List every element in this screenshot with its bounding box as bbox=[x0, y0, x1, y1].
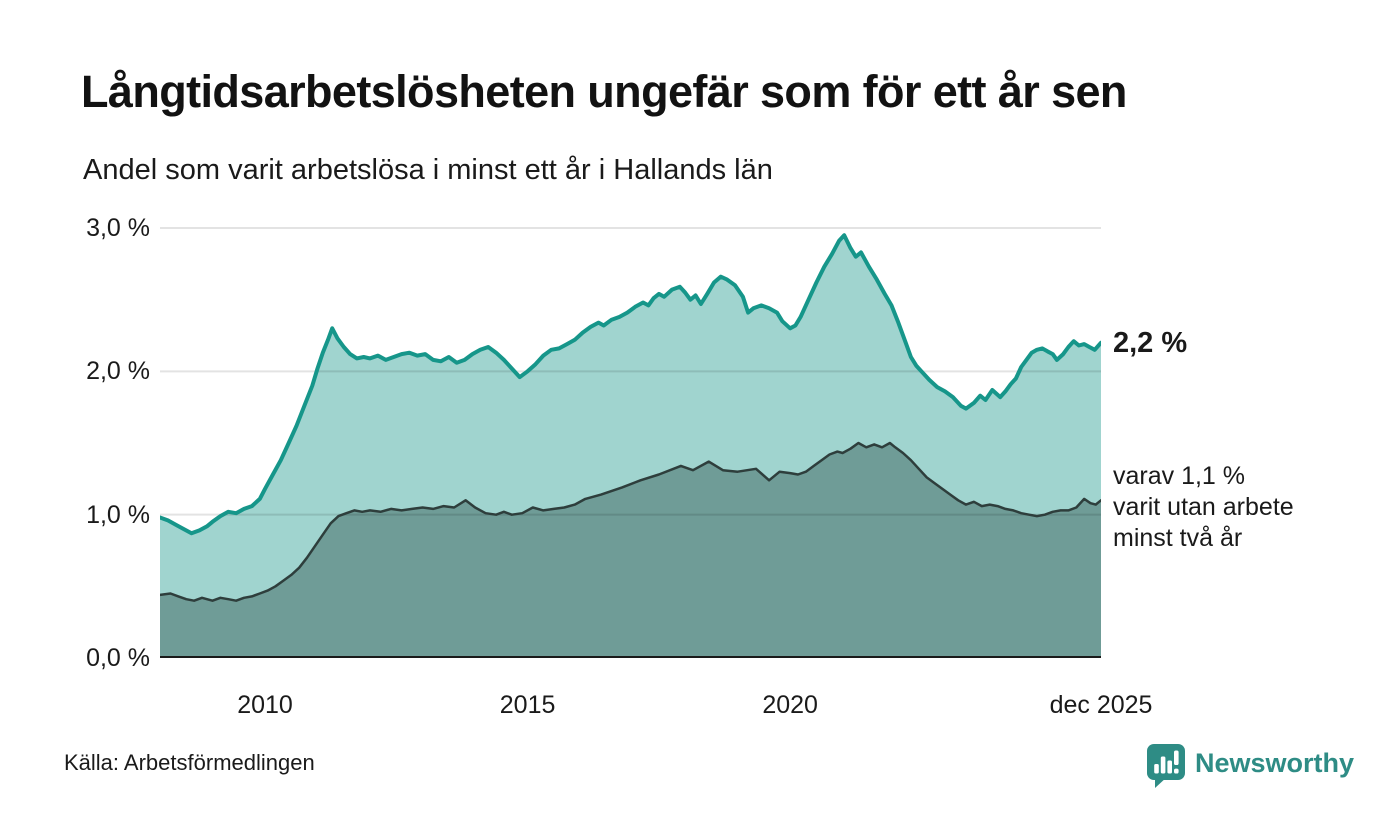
subset-annotation-line: minst två år bbox=[1113, 524, 1243, 552]
subset-annotation-line: varav 1,1 % bbox=[1113, 462, 1246, 490]
x-tick-label: 2015 bbox=[499, 691, 556, 719]
y-tick-label: 0,0 % bbox=[86, 644, 150, 672]
chart-subtitle: Andel som varit arbetslösa i minst ett å… bbox=[83, 154, 773, 186]
area-chart bbox=[160, 220, 1101, 658]
x-tick-label: dec 2025 bbox=[1049, 691, 1153, 719]
brand-name: Newsworthy bbox=[1195, 748, 1355, 778]
y-tick-label: 2,0 % bbox=[86, 357, 150, 386]
newsworthy-logo-icon bbox=[1147, 744, 1185, 788]
source-text: Källa: Arbetsförmedlingen bbox=[64, 750, 315, 775]
brand-logo: Newsworthy bbox=[1146, 743, 1354, 789]
latest-value-label: 2,2 % bbox=[1113, 327, 1188, 359]
subset-annotation: varav 1,1 % varit utan arbete minst två … bbox=[1113, 461, 1294, 554]
chart-title: Långtidsarbetslösheten ungefär som för e… bbox=[81, 66, 1127, 117]
subset-annotation-line: varit utan arbete bbox=[1113, 493, 1294, 521]
y-tick-label: 3,0 % bbox=[86, 214, 150, 242]
x-tick-label: 2010 bbox=[237, 691, 293, 719]
y-tick-label: 1,0 % bbox=[86, 500, 150, 529]
x-tick-label: 2020 bbox=[762, 691, 818, 719]
